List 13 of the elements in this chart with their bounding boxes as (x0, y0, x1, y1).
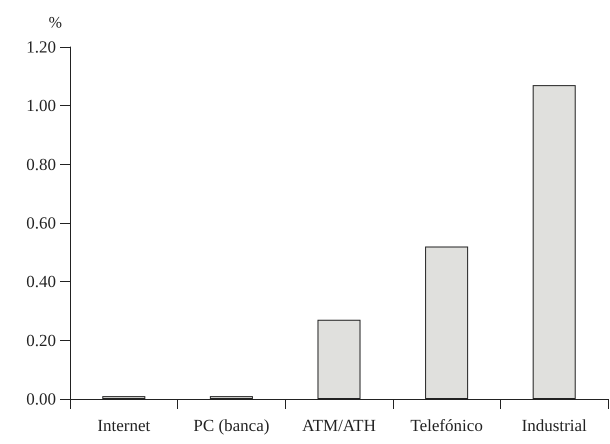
y-tick-label: 1.20 (26, 38, 56, 56)
x-tick-label: Internet (97, 416, 151, 435)
y-tick-label: 1.00 (26, 96, 56, 116)
x-tick-label: ATM/ATH (302, 416, 376, 435)
y-tick-label: 0.80 (26, 154, 56, 174)
x-tick-label: Industrial (522, 416, 588, 435)
y-tick-label: 0.20 (26, 330, 56, 350)
y-axis-title: % (48, 14, 62, 32)
y-tick-label: 0.40 (26, 272, 56, 292)
y-tick-label: 0.00 (26, 390, 56, 408)
y-tick-label: 0.60 (26, 214, 56, 232)
x-tick-label: Telefónico (410, 416, 483, 435)
x-tick-label: PC (banca) (193, 416, 270, 435)
